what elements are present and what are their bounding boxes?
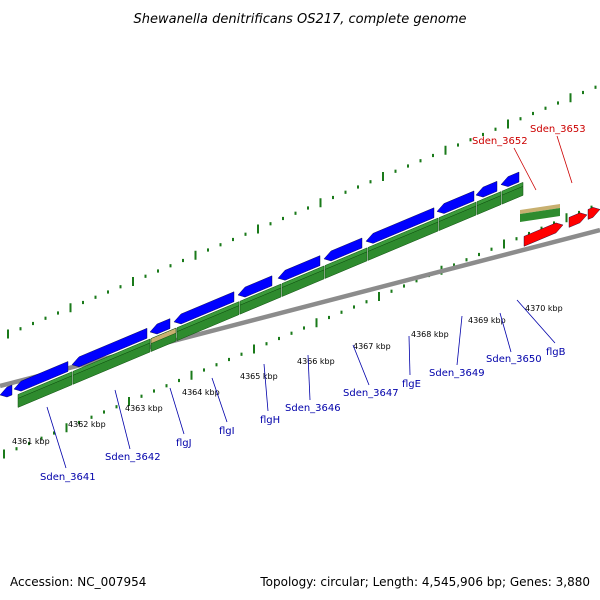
gene-label-blue: flgJ [176, 438, 192, 449]
gene-label-blue: Sden_3647 [343, 388, 399, 399]
blue-gene-arrow [149, 318, 171, 335]
blue-gene-arrow [436, 190, 475, 214]
kbp-labels: 4361 kbp 4362 kbp 4363 kbp 4364 kbp 4365 kbp… [12, 304, 563, 446]
label-leader-line [211, 377, 228, 423]
label-leader-line [516, 299, 556, 344]
kbp-label: 4361 kbp [12, 437, 50, 446]
label-leader-line [114, 389, 131, 450]
gene-label-blue: flgB [546, 347, 566, 358]
cds-band [324, 251, 368, 279]
gene-label-blue: flgH [260, 415, 280, 426]
gene-label-blue: Sden_3641 [40, 472, 96, 483]
blue-gene-arrow [365, 207, 435, 244]
gene-label-red: Sden_3653 [530, 124, 586, 135]
label-leader-line [46, 406, 67, 469]
genome-summary-text: Topology: circular; Length: 4,545,906 bp… [259, 575, 590, 589]
kbp-label: 4369 kbp [468, 316, 506, 325]
kbp-label: 4368 kbp [411, 330, 449, 339]
gene-labels: Sden_3641Sden_3642flgJflgIflgHSden_3646S… [40, 124, 586, 483]
red-region-band-green [520, 208, 560, 222]
label-leader-line [456, 315, 463, 366]
kbp-label: 4362 kbp [68, 420, 106, 429]
accession-text: Accession: NC_007954 [10, 575, 146, 589]
cds-band [239, 287, 282, 315]
kbp-label: 4364 kbp [182, 388, 220, 397]
blue-gene-arrow [475, 180, 498, 198]
blue-gene-arrow [71, 327, 148, 368]
gene-label-blue: Sden_3642 [105, 452, 161, 463]
blue-gene-arrow [173, 291, 235, 325]
label-leader-line [513, 147, 537, 191]
red-region-band-tan [520, 204, 560, 214]
red-gene-arrow [587, 207, 600, 220]
cds-bands [17, 181, 560, 408]
gene-label-red: Sden_3652 [472, 136, 528, 147]
cds-band [281, 269, 325, 297]
cds-band [501, 185, 524, 205]
blue-gene-arrow [0, 384, 13, 398]
label-leader-line [307, 354, 311, 401]
gene-label-blue: Sden_3650 [486, 354, 542, 365]
red-gene-arrow [568, 212, 588, 228]
cds-band [438, 205, 477, 231]
gene-label-blue: Sden_3646 [285, 403, 341, 414]
label-leader-line [169, 387, 185, 435]
blue-gene-arrow [323, 237, 363, 262]
kbp-label: 4366 kbp [297, 357, 335, 366]
cds-band [176, 305, 240, 342]
blue-gene-arrow [277, 255, 321, 281]
kbp-label: 4370 kbp [525, 304, 563, 313]
blue-gene-arrow [500, 171, 520, 187]
label-leader-line [408, 335, 411, 376]
cds-band [476, 195, 502, 216]
label-leader-line [556, 135, 573, 184]
map-title: Shewanella denitrificans OS217, complete… [134, 12, 467, 27]
cds-band-highlight [150, 327, 177, 344]
gene-label-blue: Sden_3649 [429, 368, 485, 379]
kbp-label: 4363 kbp [125, 404, 163, 413]
cds-band [367, 221, 439, 261]
kbp-label: 4365 kbp [240, 372, 278, 381]
cds-band [72, 342, 151, 385]
cds-band [17, 375, 73, 408]
label-leader-line [263, 363, 269, 412]
gene-features [0, 171, 600, 398]
blue-gene-arrow [13, 361, 69, 392]
blue-gene-arrow [237, 275, 273, 298]
red-gene-arrow [523, 222, 564, 247]
label-leader-line [352, 344, 370, 386]
gene-label-blue: flgI [219, 426, 235, 437]
gene-label-blue: flgE [402, 379, 421, 390]
kbp-label: 4367 kbp [353, 342, 391, 351]
label-leader-line [499, 312, 512, 353]
